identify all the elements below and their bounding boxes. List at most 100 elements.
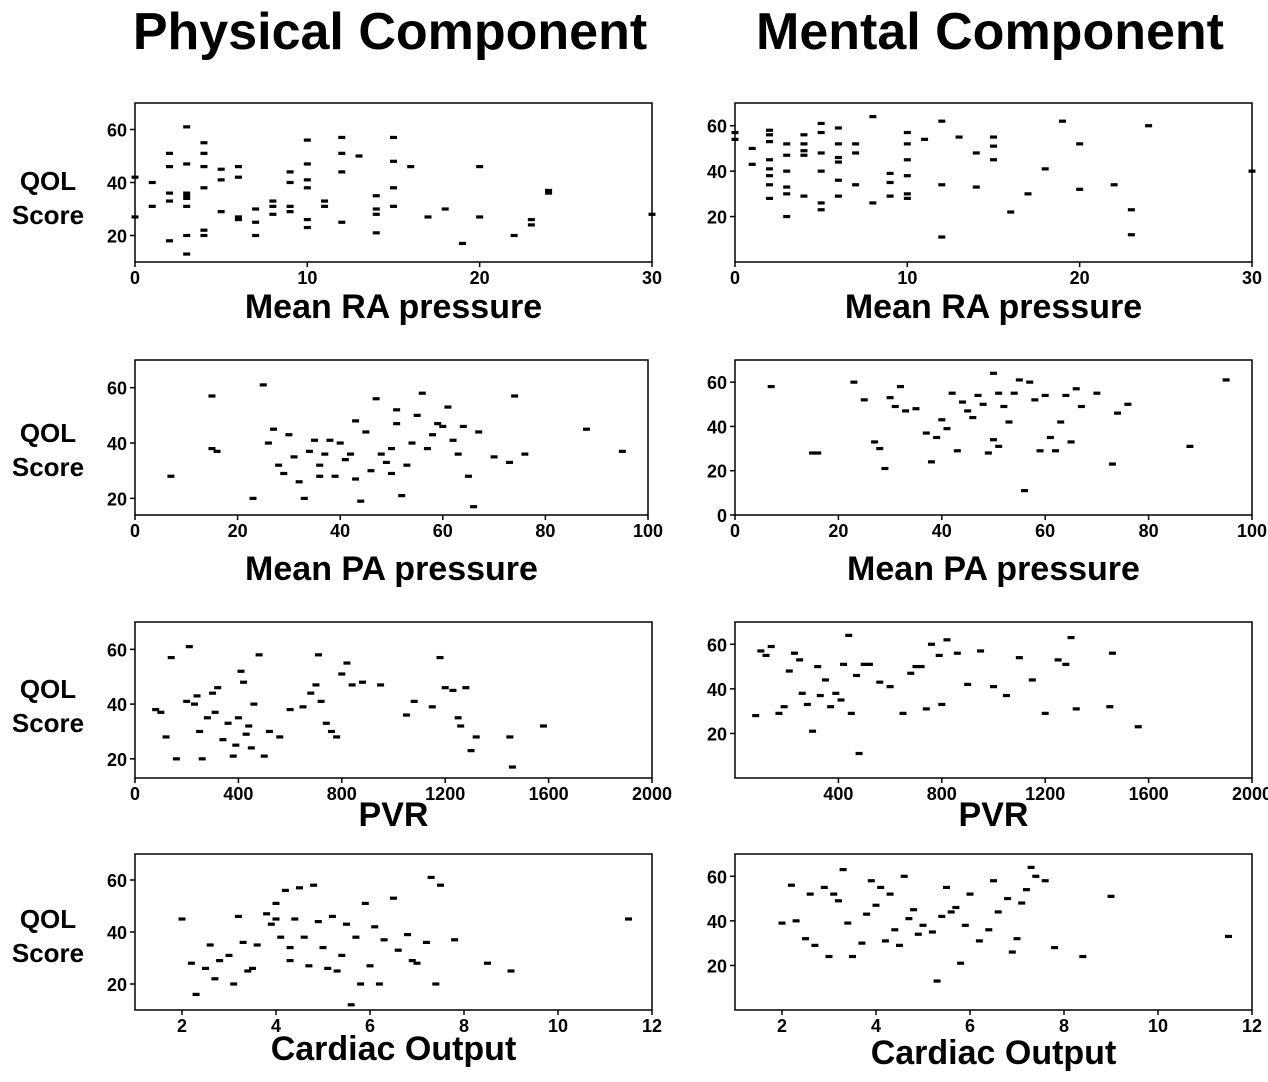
data-point <box>521 452 529 456</box>
data-point <box>475 430 483 434</box>
data-point <box>272 901 280 905</box>
y-tick-label: 40 <box>707 912 727 932</box>
data-point <box>990 438 997 442</box>
data-point <box>1010 391 1018 395</box>
data-point <box>1004 896 1012 901</box>
data-point <box>928 930 936 934</box>
data-point <box>527 223 535 227</box>
data-point <box>817 121 825 126</box>
data-point <box>321 204 329 208</box>
data-point <box>211 710 219 714</box>
data-point <box>458 241 466 246</box>
panel-6: 400 800 1200 1600 2000 20 40 60 PVR <box>707 621 1268 834</box>
x-tick-label: 30 <box>1242 268 1262 288</box>
data-point <box>757 649 765 653</box>
data-point <box>1145 124 1153 128</box>
data-point <box>974 393 982 398</box>
data-point <box>886 171 894 176</box>
data-point <box>390 186 397 190</box>
data-point <box>316 463 324 467</box>
data-point <box>367 469 375 473</box>
data-point <box>454 716 462 720</box>
data-point <box>208 446 216 451</box>
data-point <box>827 705 835 709</box>
x-axis-label: PVR <box>359 796 429 834</box>
data-point <box>877 885 885 890</box>
data-point <box>393 422 401 426</box>
data-point <box>255 653 263 657</box>
data-point <box>903 130 911 135</box>
data-point <box>837 698 845 702</box>
x-tick-label: 20 <box>470 268 490 288</box>
data-point <box>1110 183 1118 187</box>
data-point <box>209 691 217 695</box>
data-point <box>867 879 875 883</box>
data-point <box>1062 393 1070 398</box>
data-point <box>947 910 955 914</box>
data-point <box>1021 489 1029 493</box>
data-point <box>338 953 346 957</box>
data-point <box>938 183 946 187</box>
data-point <box>783 169 791 173</box>
data-point <box>1077 404 1085 409</box>
x-tick-label: 0 <box>730 521 740 541</box>
x-tick-label: 0 <box>130 784 140 804</box>
data-point <box>648 212 656 216</box>
data-point <box>322 721 330 725</box>
data-point <box>852 151 860 155</box>
data-point <box>903 196 911 200</box>
plot-frame <box>134 359 649 516</box>
data-point <box>300 496 308 500</box>
panel-7: 2 4 6 8 10 12 20 40 60 Cardiac Output QOL Score <box>12 853 662 1068</box>
data-point <box>903 174 911 178</box>
data-point <box>527 218 535 222</box>
data-point <box>152 707 160 712</box>
x-tick-label: 8 <box>1059 1016 1069 1036</box>
data-point <box>775 711 783 715</box>
data-point <box>869 201 877 205</box>
x-tick-label: 10 <box>897 268 917 288</box>
data-point <box>165 239 173 243</box>
data-point <box>1054 658 1062 662</box>
data-point <box>790 651 798 655</box>
data-point <box>979 402 987 406</box>
data-point <box>508 765 516 769</box>
data-point <box>1028 678 1036 682</box>
data-point <box>390 896 397 900</box>
data-point <box>765 158 773 162</box>
y-tick-label: 20 <box>107 975 127 995</box>
data-point <box>1036 449 1044 453</box>
data-point <box>955 135 963 139</box>
data-point <box>265 729 273 734</box>
x-tick-label: 1200 <box>1025 784 1065 804</box>
data-point <box>1072 387 1080 391</box>
data-point <box>172 757 180 761</box>
title-mental-component: Mental Component <box>756 3 1224 61</box>
data-point <box>437 883 444 887</box>
x-tick-label: 80 <box>535 521 555 541</box>
plot-frame <box>734 853 1253 1011</box>
data-point <box>234 914 242 918</box>
data-point <box>216 959 224 963</box>
data-point <box>984 451 992 455</box>
x-tick-label: 8 <box>459 1016 469 1036</box>
data-point <box>296 886 303 890</box>
data-point <box>896 943 903 947</box>
data-point <box>995 391 1003 395</box>
y-tick-label: 20 <box>107 227 127 247</box>
data-point <box>424 215 432 219</box>
data-point <box>185 645 193 649</box>
data-point <box>865 662 873 666</box>
x-tick-label: 6 <box>965 1016 975 1036</box>
data-point <box>200 165 208 169</box>
data-point <box>377 452 385 456</box>
data-point <box>183 196 191 200</box>
data-point <box>1222 378 1230 382</box>
x-axis-label: Cardiac Output <box>871 1034 1117 1072</box>
data-point <box>938 702 946 707</box>
data-point <box>1027 865 1035 869</box>
data-point <box>467 749 475 753</box>
data-point <box>961 923 969 927</box>
data-point <box>434 422 442 426</box>
data-point <box>953 449 961 453</box>
